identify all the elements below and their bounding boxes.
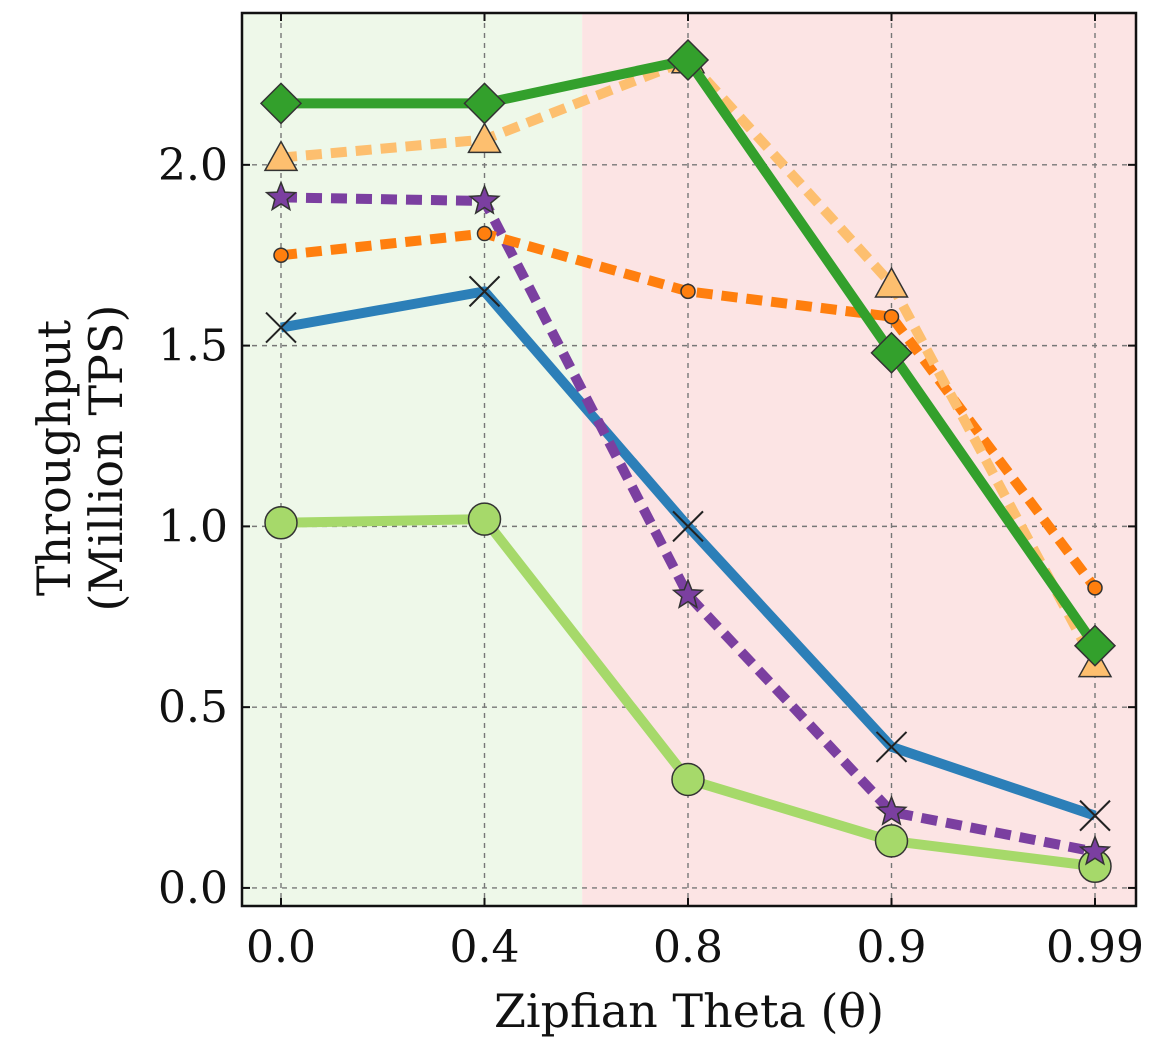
data-point — [476, 225, 493, 242]
data-point — [874, 266, 909, 298]
y-axis-label: Throughput (Million TPS) — [27, 305, 133, 612]
x-tick-label: 0.99 — [1046, 922, 1144, 973]
series-line-4 — [280, 55, 1100, 667]
data-point — [875, 731, 908, 763]
data-point — [870, 331, 913, 374]
series-group — [259, 38, 1117, 883]
data-point — [883, 308, 900, 325]
data-point — [265, 311, 297, 344]
data-point — [874, 824, 909, 858]
x-tick-label: 0.9 — [857, 922, 927, 973]
series-5 — [259, 38, 1117, 667]
data-point — [264, 506, 298, 540]
data-point — [680, 283, 696, 300]
data-point — [671, 762, 705, 797]
tick-marks — [242, 13, 1136, 906]
y-tick-label: 1.0 — [158, 501, 228, 552]
series-line-2 — [280, 192, 1096, 857]
x-tick-labels: 0.0 0.4 0.8 0.9 0.99 — [246, 922, 1144, 973]
data-point — [1079, 799, 1111, 832]
data-point — [468, 275, 501, 308]
x-axis-label: Zipfian Theta (θ) — [494, 984, 884, 1038]
x-tick-label: 0.0 — [246, 922, 316, 973]
data-point — [264, 180, 298, 212]
series-1 — [265, 275, 1111, 832]
x-tick-label: 0.8 — [653, 922, 723, 973]
data-point — [467, 121, 502, 154]
series-2 — [264, 180, 1112, 866]
y-tick-labels: 0.0 0.5 1.0 1.5 2.0 — [158, 140, 228, 914]
data-point — [666, 38, 710, 82]
grid-lines — [242, 13, 1136, 906]
data-point — [259, 82, 303, 125]
background-region-1 — [582, 13, 1136, 906]
data-point — [1078, 834, 1112, 866]
y-tick-label: 0.5 — [158, 682, 228, 733]
data-point — [1073, 624, 1117, 667]
x-tick-label: 0.4 — [450, 922, 520, 973]
data-point — [672, 510, 704, 543]
background-region-0 — [242, 13, 583, 906]
data-point — [671, 578, 705, 609]
y-tick-label: 2.0 — [158, 140, 228, 191]
data-point — [875, 794, 908, 826]
data-point — [468, 183, 501, 215]
data-point — [467, 502, 502, 536]
y-axis-label-line1: Throughput — [27, 319, 81, 596]
data-point — [263, 140, 299, 172]
y-tick-label: 0.0 — [158, 863, 228, 914]
y-tick-label: 1.5 — [158, 321, 228, 372]
data-point — [463, 82, 506, 125]
data-point — [1087, 580, 1103, 596]
y-axis-label-line2: (Million TPS) — [79, 305, 133, 612]
data-point — [273, 247, 289, 263]
